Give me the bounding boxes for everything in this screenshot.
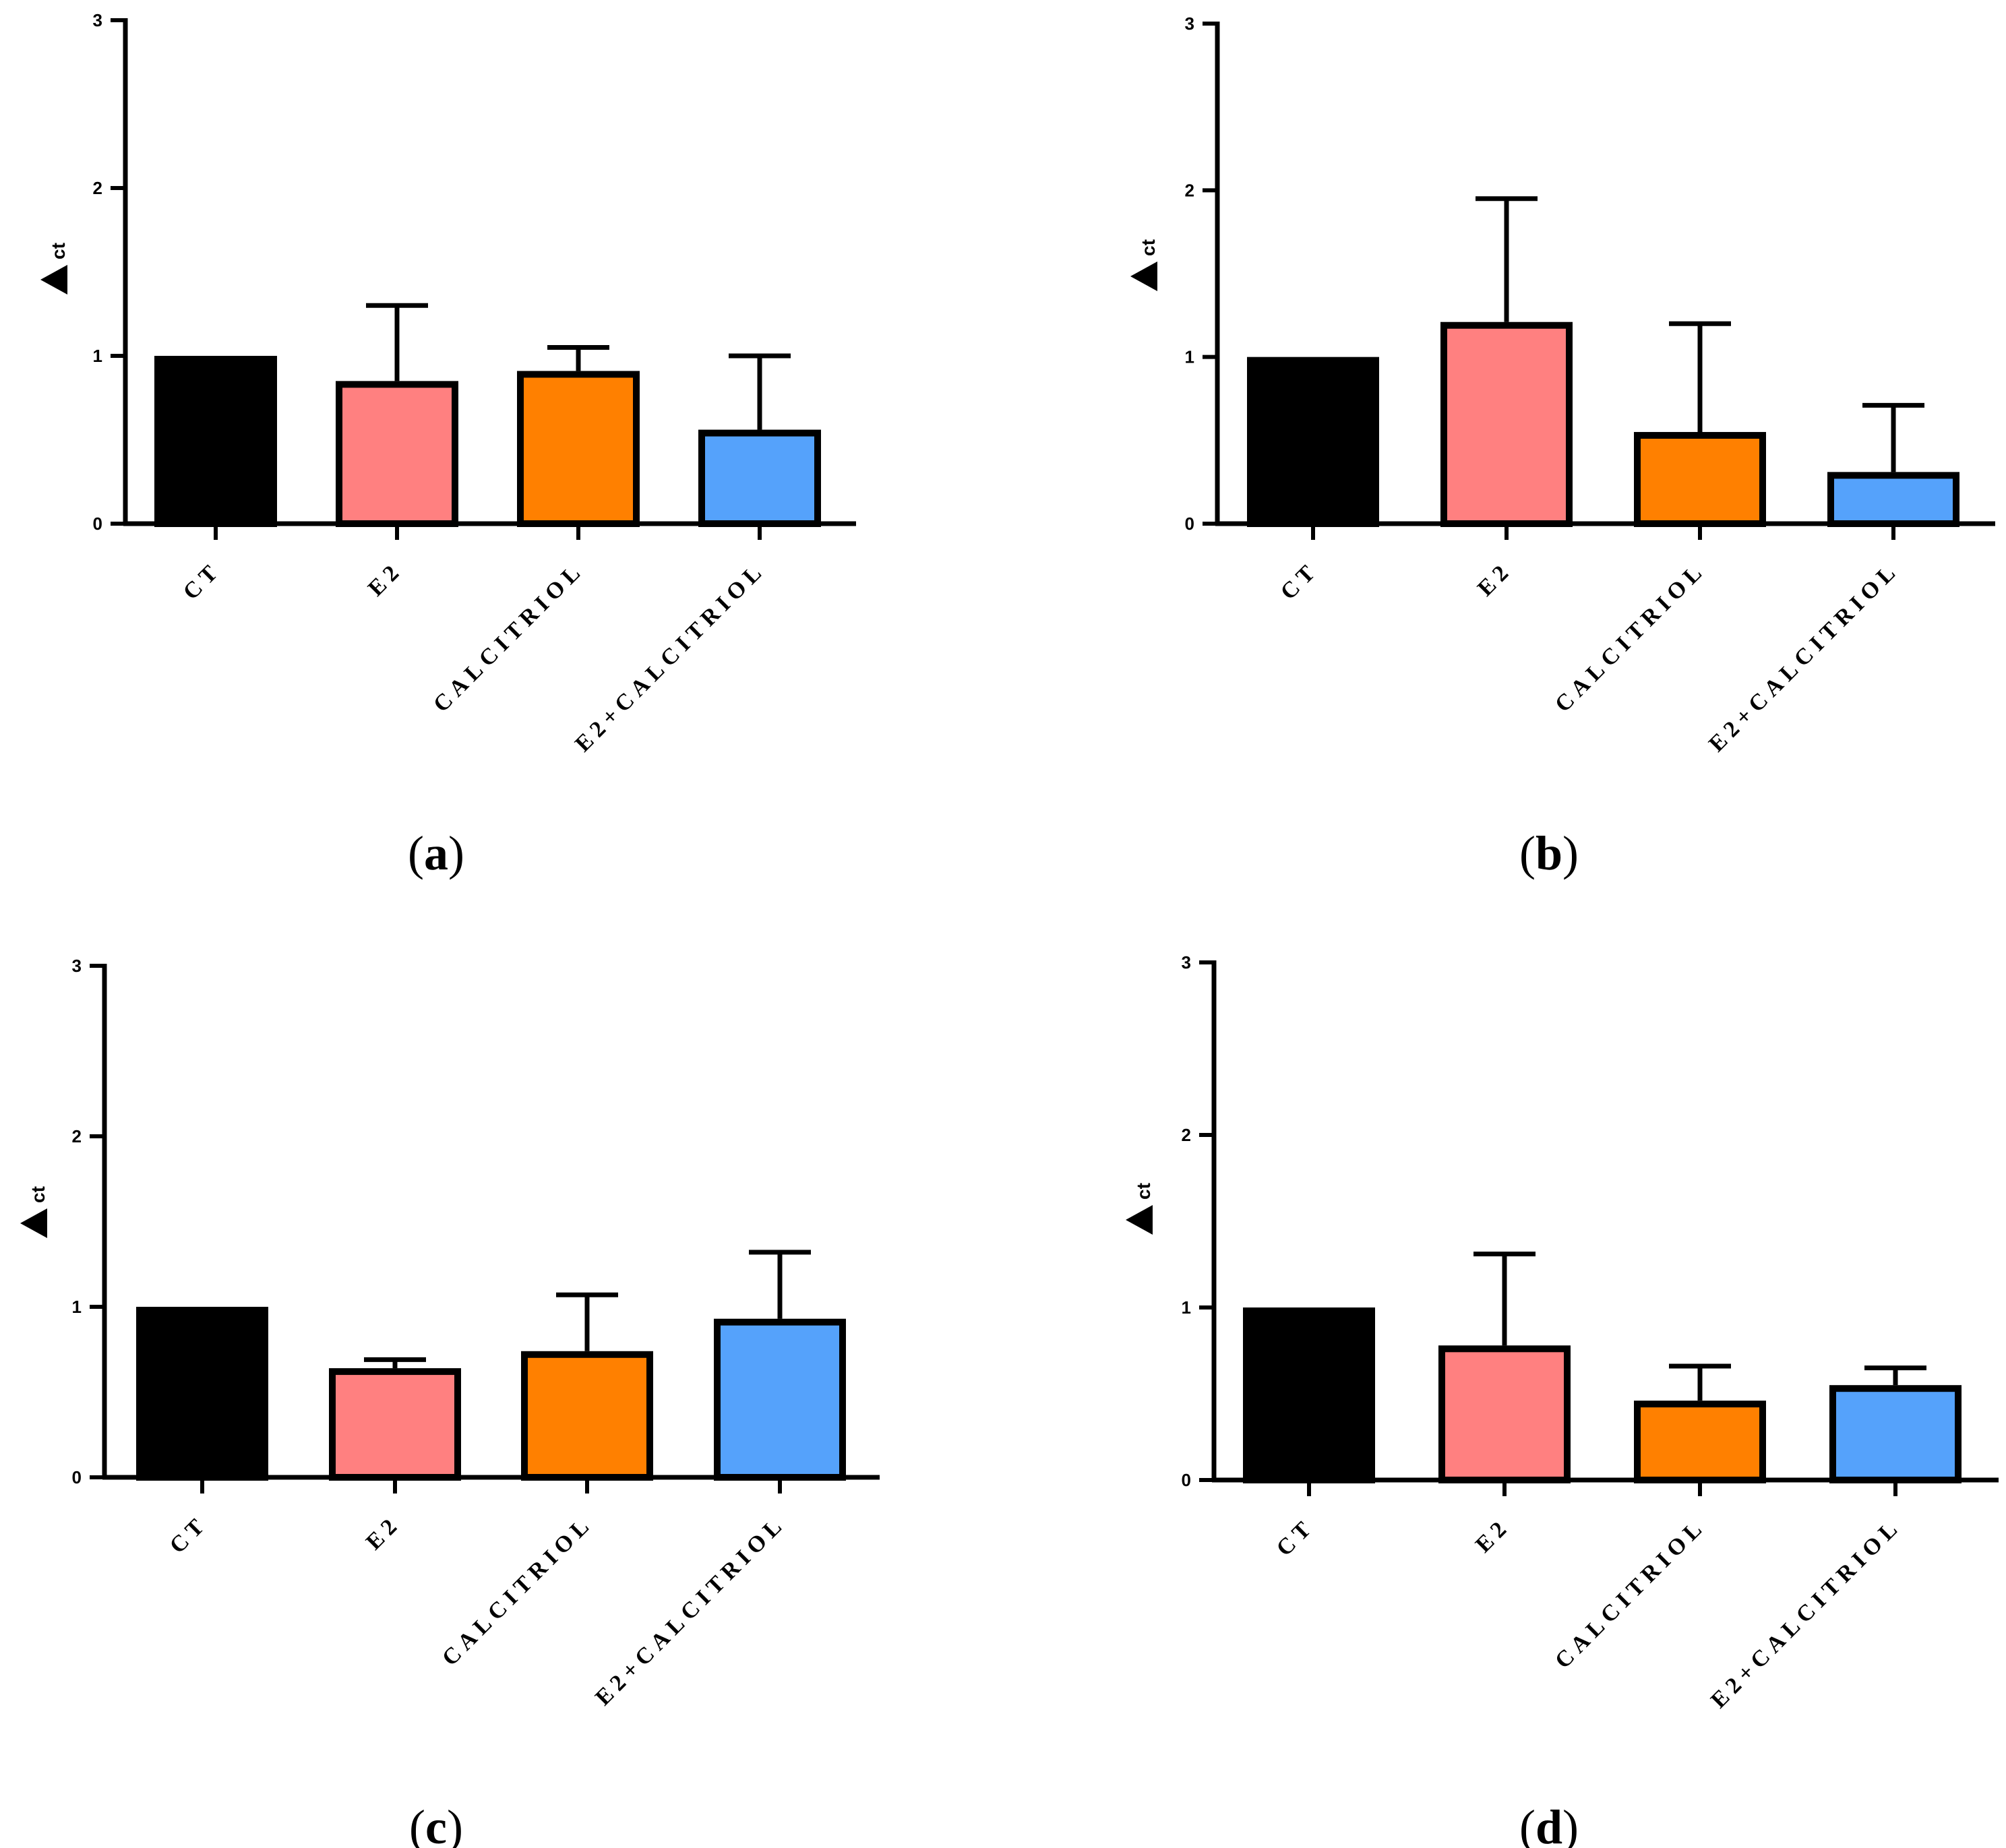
y-tick-label: 2 bbox=[1182, 1125, 1191, 1145]
y-tick-label: 2 bbox=[93, 178, 102, 198]
bar-e2 bbox=[336, 381, 458, 527]
delta-icon bbox=[40, 265, 67, 295]
x-tick-label-ct: CT bbox=[165, 1510, 213, 1558]
delta-icon bbox=[1130, 261, 1157, 291]
x-tick-label-calcitriol: CALCITRIOL bbox=[1550, 1513, 1711, 1673]
x-tick-label-e2-plus-calcitriol: E2+CALCITRIOL bbox=[570, 557, 770, 756]
panel-label-b: (b) bbox=[1519, 826, 1579, 880]
panel-label-close-paren: ) bbox=[1562, 1800, 1579, 1848]
panel-label-letter: b bbox=[1536, 826, 1562, 880]
delta-icon bbox=[1126, 1205, 1153, 1235]
panel-label-close-paren: ) bbox=[448, 826, 464, 880]
panel-label-open-paren: ( bbox=[1519, 826, 1536, 880]
bar-e2-plus-calcitriol bbox=[1829, 1385, 1962, 1483]
x-tick-label-calcitriol: CALCITRIOL bbox=[437, 1510, 598, 1671]
panel-label-letter: c bbox=[425, 1800, 447, 1848]
y-tick-label: 3 bbox=[1182, 952, 1191, 973]
x-tick-label-e2: E2 bbox=[361, 1510, 406, 1555]
y-tick-label: 0 bbox=[1182, 1470, 1191, 1490]
y-axis-label: ct bbox=[20, 1186, 49, 1238]
x-tick-label-ct: CT bbox=[179, 557, 226, 605]
panel-label-open-paren: ( bbox=[408, 826, 424, 880]
y-axis-label-text: ct bbox=[48, 243, 69, 259]
x-tick-label-e2-plus-calcitriol: E2+CALCITRIOL bbox=[1704, 557, 1904, 756]
y-axis-label-text: ct bbox=[28, 1186, 49, 1203]
y-axis-label-text: ct bbox=[1138, 239, 1159, 256]
bar-e2-plus-calcitriol bbox=[1827, 472, 1959, 527]
x-tick-label-e2: E2 bbox=[1473, 557, 1517, 601]
panel-label-d: (d) bbox=[1519, 1800, 1579, 1848]
y-tick-label: 3 bbox=[72, 956, 82, 976]
y-tick-label: 3 bbox=[93, 10, 102, 30]
panel-label-open-paren: ( bbox=[409, 1800, 425, 1848]
y-tick-label: 0 bbox=[1185, 514, 1194, 534]
bar-calcitriol bbox=[517, 371, 640, 527]
x-tick-label-calcitriol: CALCITRIOL bbox=[1550, 557, 1711, 717]
bar-ct bbox=[1243, 1307, 1375, 1483]
y-tick-label: 3 bbox=[1185, 13, 1194, 34]
bar-e2 bbox=[1440, 321, 1573, 527]
panel-label-close-paren: ) bbox=[1562, 826, 1579, 880]
bar-calcitriol bbox=[521, 1351, 653, 1481]
y-tick-label: 1 bbox=[1182, 1297, 1191, 1318]
panel-label-open-paren: ( bbox=[1519, 1800, 1536, 1848]
y-tick-label: 1 bbox=[72, 1297, 82, 1317]
y-tick-label: 2 bbox=[1185, 180, 1194, 200]
panel-label-letter: a bbox=[424, 826, 448, 880]
bar-calcitriol bbox=[1634, 1400, 1766, 1483]
bar-ct bbox=[154, 356, 277, 527]
y-tick-label: 0 bbox=[93, 514, 102, 534]
panel-label-close-paren: ) bbox=[447, 1800, 463, 1848]
x-tick-label-e2-plus-calcitriol: E2+CALCITRIOL bbox=[590, 1510, 790, 1710]
x-tick-label-ct: CT bbox=[1276, 557, 1324, 605]
y-tick-label: 0 bbox=[72, 1467, 82, 1487]
panel-label-c: (c) bbox=[409, 1800, 463, 1848]
y-axis-label-text: ct bbox=[1133, 1183, 1154, 1200]
panel-label-letter: d bbox=[1536, 1800, 1562, 1848]
x-tick-label-e2-plus-calcitriol: E2+CALCITRIOL bbox=[1706, 1513, 1906, 1713]
y-tick-label: 2 bbox=[72, 1126, 82, 1146]
bar-e2 bbox=[1438, 1345, 1571, 1483]
delta-icon bbox=[20, 1208, 47, 1238]
bar-calcitriol bbox=[1634, 431, 1766, 528]
bar-e2-plus-calcitriol bbox=[698, 429, 821, 527]
bar-e2 bbox=[329, 1368, 461, 1481]
y-axis-label: ct bbox=[1130, 239, 1159, 291]
bar-e2-plus-calcitriol bbox=[714, 1318, 846, 1481]
y-tick-label: 1 bbox=[1185, 347, 1194, 367]
y-axis-label: ct bbox=[40, 243, 69, 295]
y-tick-label: 1 bbox=[93, 346, 102, 366]
x-tick-label-ct: CT bbox=[1272, 1513, 1320, 1561]
x-tick-label-calcitriol: CALCITRIOL bbox=[429, 557, 589, 717]
bar-ct bbox=[1247, 357, 1379, 528]
bar-ct bbox=[136, 1307, 268, 1481]
panel-label-a: (a) bbox=[408, 826, 464, 880]
x-tick-label-e2: E2 bbox=[1471, 1513, 1515, 1558]
x-tick-label-e2: E2 bbox=[363, 557, 408, 601]
y-axis-label: ct bbox=[1126, 1183, 1154, 1235]
